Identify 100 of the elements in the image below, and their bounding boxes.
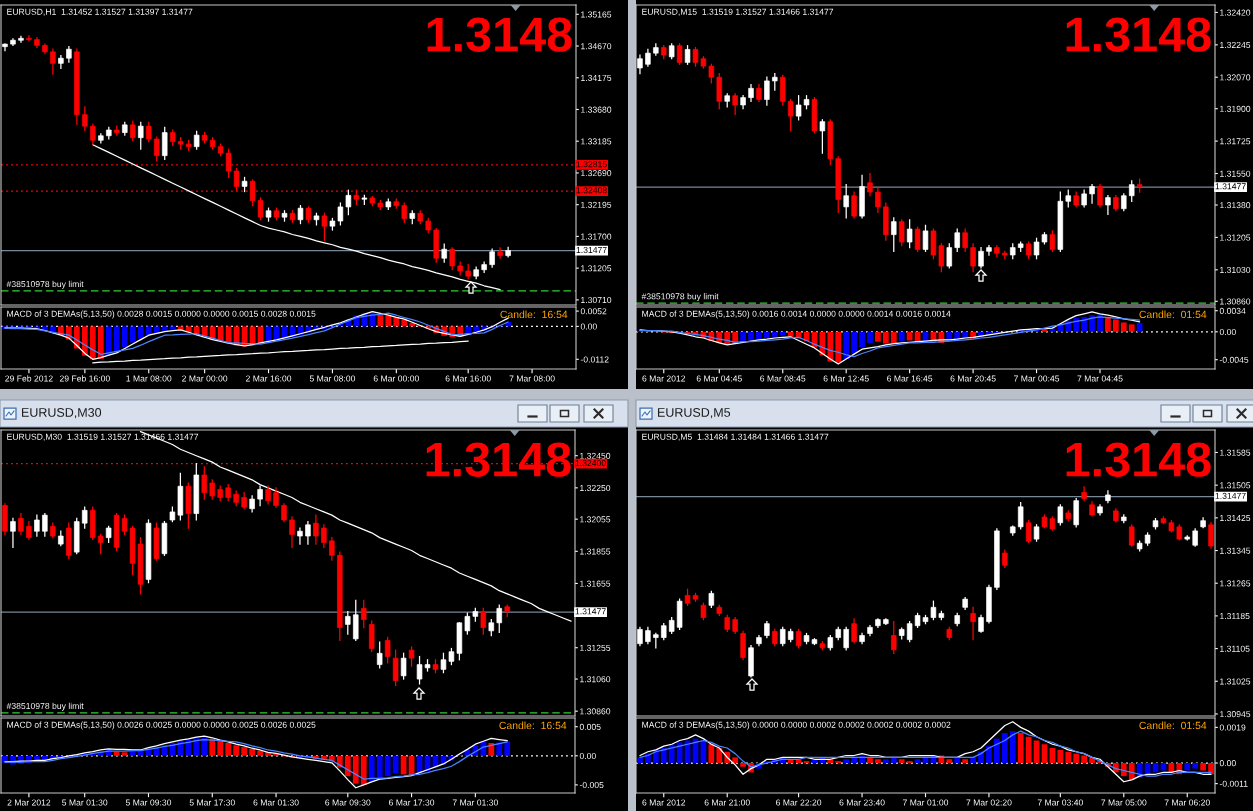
y-tick-label: 1.31030: [1220, 266, 1251, 274]
chart-title: MACD of 3 DEMAs(5,13,50) 0.0000 0.0000 0.0002 0.0002 0.0002 0.0002 0.0002: [642, 721, 951, 730]
annotation: 1.3148: [1066, 442, 1211, 477]
chart-title: MACD of 3 DEMAs(5,13,50) 0.0028 0.0015 0.0000 0.0000 0.0015 0.0028 0.0015: [7, 310, 316, 319]
ref-line-label: #38510978 buy limit: [6, 280, 84, 289]
ref-line-label: 1.32815: [576, 161, 607, 168]
ref-line-label: 1.32400: [575, 459, 606, 467]
x-tick-label: 2 Mar 00:00: [182, 375, 228, 382]
y-tick-label: 0.00: [579, 752, 596, 759]
y-tick-label: 1.31205: [581, 265, 612, 272]
y-tick-label: -0.0112: [580, 356, 609, 363]
x-tick-label: 7 Mar 01:00: [902, 799, 949, 806]
x-tick-label: 7 Mar 08:00: [509, 375, 555, 382]
y-tick-label: -0.0045: [1219, 356, 1249, 363]
ref-line-label: #38510978 buy limit: [6, 702, 84, 711]
y-tick-label: 1.31205: [1220, 234, 1251, 241]
y-tick-label: 1.34670: [581, 43, 612, 50]
ref-line-label: 1.31477: [576, 246, 607, 254]
ref-line-label: 1.31477: [575, 608, 606, 615]
x-tick-label: 6 Mar 04:45: [696, 375, 742, 382]
y-tick-label: 1.31505: [1220, 482, 1251, 489]
x-tick-label: 7 Mar 05:00: [1101, 799, 1147, 806]
x-tick-label: 5 Mar 08:00: [309, 375, 356, 382]
x-tick-label: 6 Mar 21:00: [704, 799, 750, 806]
x-tick-label: 6 Mar 2012: [642, 799, 686, 806]
ref-line-label: 1.31477: [1215, 183, 1246, 190]
x-tick-label: 7 Mar 02:20: [966, 799, 1012, 806]
x-tick-label: 7 Mar 01:30: [452, 799, 498, 806]
y-tick-label: 1.32070: [1220, 74, 1251, 81]
ref-line-label: #38510978 buy limit: [641, 293, 719, 302]
ref-line-label: 1.32408: [576, 187, 607, 194]
x-tick-label: 5 Mar 01:30: [62, 799, 108, 806]
annotation: Candle: 16:54: [500, 310, 568, 319]
y-tick-label: 0.0019: [1219, 724, 1246, 731]
y-tick-label: 1.33680: [581, 106, 612, 113]
y-tick-label: 1.30860: [1220, 298, 1251, 305]
x-tick-label: 6 Mar 01:30: [253, 799, 299, 806]
y-tick-label: 1.32245: [1220, 41, 1251, 49]
annotation: Candle: 01:54: [1139, 310, 1207, 319]
y-tick-label: 1.31380: [1220, 202, 1251, 209]
annotation: 1.3148: [1066, 17, 1211, 52]
x-tick-label: 6 Mar 00:00: [373, 375, 419, 382]
x-tick-label: 7 Mar 06:20: [1164, 799, 1210, 806]
y-tick-label: 1.30860: [580, 708, 611, 715]
y-tick-label: 1.33185: [581, 138, 612, 145]
x-tick-label: 29 Feb 16:00: [59, 375, 110, 382]
y-tick-label: 1.31425: [1220, 514, 1251, 522]
y-tick-label: 0.0034: [1219, 307, 1246, 314]
y-tick-label: 0.00: [580, 323, 597, 330]
x-tick-label: 6 Mar 12:45: [823, 375, 869, 382]
y-tick-label: 1.31900: [1220, 105, 1251, 112]
annotation: Candle: 16:54: [499, 721, 567, 730]
chart-title: MACD of 3 DEMAs(5,13,50) 0.0016 0.0014 0.0000 0.0000 0.0014 0.0016 0.0014: [642, 310, 951, 319]
x-tick-label: 2 Mar 2012: [7, 799, 51, 806]
y-tick-label: 0.00: [1219, 328, 1236, 335]
y-tick-label: 1.34175: [581, 74, 612, 81]
y-tick-label: 1.31105: [1220, 645, 1250, 652]
y-tick-label: 1.31345: [1220, 547, 1251, 554]
y-tick-label: 1.31725: [1220, 138, 1251, 145]
y-tick-label: 0.00: [1219, 760, 1236, 767]
y-tick-label: -0.005: [579, 781, 604, 789]
x-tick-label: 7 Mar 03:40: [1037, 799, 1083, 806]
x-tick-label: 5 Mar 17:30: [189, 799, 235, 806]
x-tick-label: 7 Mar 00:45: [1014, 375, 1060, 382]
y-tick-label: 1.32055: [580, 516, 611, 523]
y-tick-label: 1.31585: [1220, 449, 1251, 456]
annotation: 1.3148: [427, 17, 572, 52]
chart-title: EURUSD,M15 1.31519 1.31527 1.31466 1.31477: [642, 8, 834, 16]
y-tick-label: 1.31025: [1220, 678, 1251, 685]
chart-title: EURUSD,H1 1.31452 1.31527 1.31397 1.31477: [7, 8, 193, 16]
y-tick-label: 1.31855: [580, 548, 611, 555]
y-tick-label: 1.30945: [1220, 711, 1251, 718]
y-tick-label: 1.31185: [1220, 613, 1250, 620]
x-tick-label: 6 Mar 17:30: [389, 799, 435, 806]
x-tick-label: 5 Mar 09:30: [125, 799, 172, 806]
chart-title: EURUSD,M5 1.31484 1.31484 1.31466 1.31477: [642, 433, 829, 441]
text: EURUSD,M5: [658, 408, 731, 419]
y-tick-label: 1.31655: [580, 580, 611, 587]
y-tick-label: 1.31550: [1220, 170, 1251, 177]
x-tick-label: 6 Mar 09:30: [325, 799, 371, 806]
x-tick-label: 1 Mar 08:00: [126, 375, 172, 382]
y-tick-label: 1.32195: [581, 201, 612, 208]
y-tick-label: 1.32250: [580, 484, 611, 492]
y-tick-label: 1.31255: [580, 644, 611, 651]
y-tick-label: 1.31060: [580, 676, 611, 683]
x-tick-label: 6 Mar 22:20: [776, 799, 822, 806]
x-tick-label: 6 Mar 20:45: [950, 375, 996, 382]
y-tick-label: 1.30710: [581, 296, 612, 304]
chart-title: MACD of 3 DEMAs(5,13,50) 0.0026 0.0025 0.0000 0.0000 0.0025 0.0026 0.0025: [7, 721, 316, 730]
x-tick-label: 29 Feb 2012: [5, 375, 53, 382]
annotation: Candle: 01:54: [1139, 721, 1207, 730]
y-tick-label: 1.31700: [581, 233, 612, 240]
y-tick-label: 0.0052: [580, 308, 607, 315]
x-tick-label: 6 Mar 23:40: [839, 799, 885, 806]
y-tick-label: 1.35165: [581, 11, 612, 18]
x-tick-label: 6 Mar 16:00: [445, 375, 491, 382]
x-tick-label: 7 Mar 04:45: [1077, 375, 1123, 382]
x-tick-label: 6 Mar 08:45: [760, 375, 806, 382]
y-tick-label: 1.32450: [580, 452, 611, 459]
x-tick-label: 6 Mar 16:45: [887, 375, 933, 382]
